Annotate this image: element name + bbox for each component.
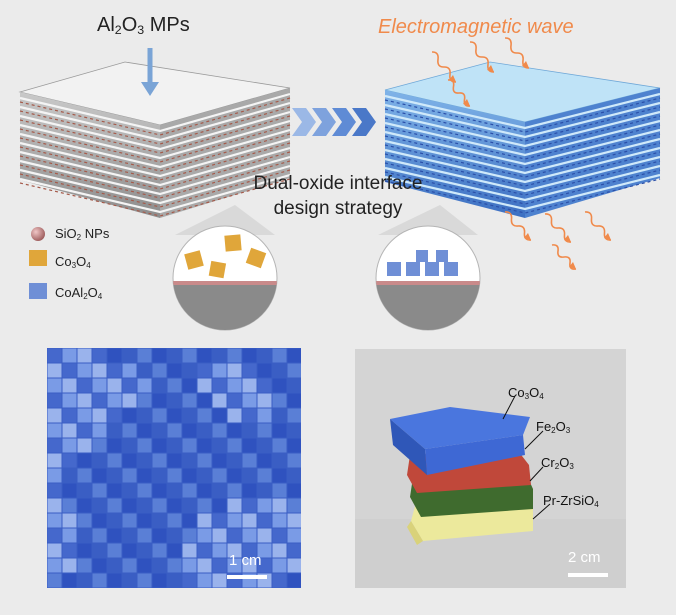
legend-sio2-label: SiO2 NPs [55,226,110,242]
schematic-diagram [18,37,661,331]
strategy-line-2: design strategy [273,198,403,219]
al2o3-mps-label: Al2O3 MPs [97,14,190,38]
scale-bar-2cm [568,573,608,577]
al2o3-stack-left [18,61,291,218]
layer-label-fe2o3: Fe2O3 [536,419,571,435]
coal2o4-particle-icon [29,283,47,299]
legend-co3o4-label: Co3O4 [55,254,91,270]
em-wave-label: Electromagnetic wave [378,16,574,38]
layer-label-pr-zrsio4: Pr-ZrSiO4 [543,493,599,509]
scale-bar [227,575,267,579]
magnified-view-right [375,225,481,331]
em-wave-icons [431,37,612,270]
co3o4-particle-icon [29,250,47,266]
scale-label-2cm: 2 cm [568,549,601,566]
layer-label-co3o4: Co3O4 [508,385,544,401]
ceramic-mosaic-photo: 1 cm [47,348,301,588]
chevron-arrows-icon [292,108,376,136]
scale-label-1cm: 1 cm [229,552,262,569]
layer-label-cr2o3: Cr2O3 [541,455,574,471]
legend-coal2o4-label: CoAl2O4 [55,285,103,301]
down-arrow-head-icon [141,82,159,96]
sio2-nanoparticle-icon [31,227,45,241]
co3o4-tile-top [390,407,530,449]
magnified-view-left [172,225,278,331]
stacked-tiles-photo: Co3O4 Fe2O3 Cr2O3 Pr-ZrSiO4 2 cm [355,349,626,588]
strategy-line-1: Dual-oxide interface [253,173,423,194]
